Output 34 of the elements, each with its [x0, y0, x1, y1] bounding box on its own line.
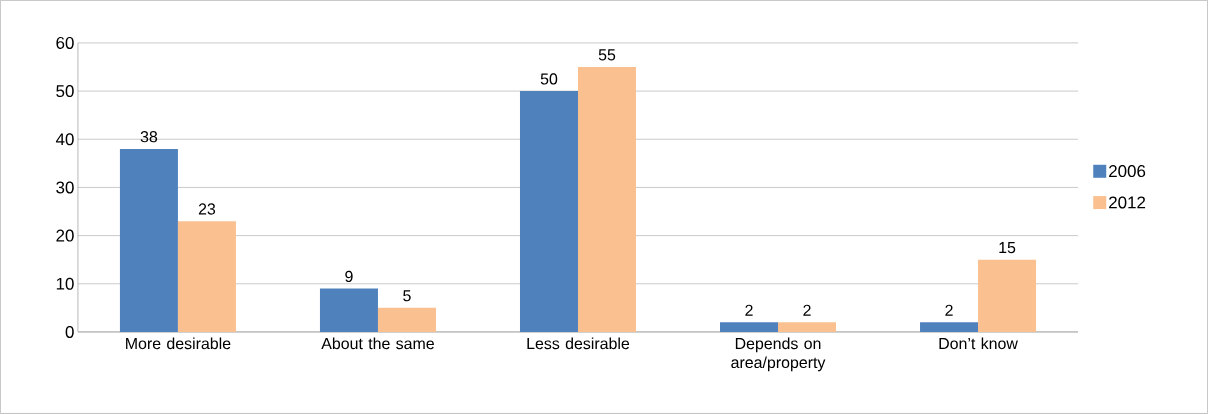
x-tick-label: Less desirable: [527, 337, 630, 350]
data-label: 50: [540, 73, 558, 85]
x-tick-label: About the same: [321, 337, 434, 350]
bar: [720, 322, 779, 333]
data-label: 2: [745, 304, 753, 316]
y-tick-label: 30: [56, 181, 74, 194]
data-label: 23: [198, 203, 216, 215]
data-label: 2: [945, 304, 953, 316]
data-label: 9: [345, 270, 353, 283]
data-label: 38: [140, 131, 158, 143]
x-tick-label: Depends on area/property: [731, 337, 826, 372]
x-tick-label: Don’t know: [939, 337, 1018, 350]
y-tick-label: 50: [56, 85, 74, 98]
data-label: 55: [598, 49, 616, 61]
y-tick-label: 20: [56, 229, 74, 242]
bar: [920, 322, 979, 333]
bar: [978, 259, 1037, 333]
bar: [577, 67, 636, 333]
bar: [377, 307, 436, 333]
y-tick-label: 0: [65, 326, 74, 339]
bar: [519, 91, 578, 333]
y-tick-label: 40: [55, 133, 74, 146]
bar: [319, 288, 378, 333]
legend-label: 2012: [1109, 196, 1146, 209]
bar: [119, 148, 178, 333]
legend-label: 2006: [1109, 165, 1146, 178]
y-tick-label: 10: [56, 277, 74, 290]
data-label: 15: [999, 242, 1016, 254]
bar: [177, 221, 236, 333]
y-tick-label: 60: [56, 36, 74, 49]
data-label: 2: [803, 304, 811, 316]
x-tick-label: More desirable: [126, 337, 231, 350]
data-label: 5: [403, 290, 411, 302]
bar: [778, 322, 837, 333]
